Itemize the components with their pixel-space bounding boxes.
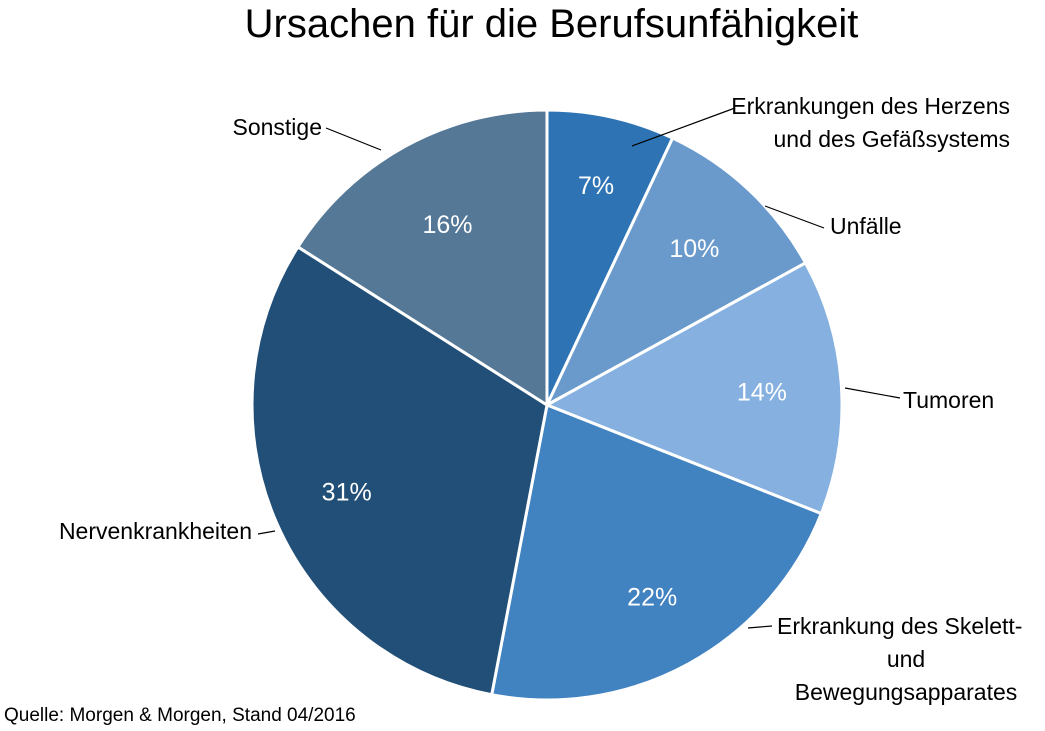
slice-category-label: Sonstige <box>232 114 322 140</box>
pie-slice-3 <box>543 260 844 516</box>
slice-category-label: Tumoren <box>903 387 994 413</box>
source-note: Quelle: Morgen & Morgen, Stand 04/2016 <box>4 705 356 726</box>
leader-line <box>257 530 276 535</box>
slice-category-label: Nervenkrankheiten <box>59 518 252 544</box>
slice-value-label: 22% <box>627 583 677 611</box>
leader-line <box>747 625 773 629</box>
slice-category-label: Unfälle <box>830 213 902 239</box>
chart-title: Ursachen für die Berufsunfähigkeit <box>244 2 859 46</box>
leader-line <box>631 107 736 147</box>
slice-value-label: 10% <box>669 235 719 263</box>
pie-slice-2 <box>543 136 808 409</box>
leader-line <box>325 127 382 151</box>
leader-line <box>844 387 901 399</box>
pie-slice-4 <box>489 402 824 702</box>
slice-category-label: Erkrankungen des Herzens und des Gefäßsys… <box>731 93 1010 152</box>
slice-value-label: 7% <box>578 172 614 200</box>
slice-value-label: 14% <box>737 379 787 407</box>
slice-value-label: 16% <box>422 211 472 239</box>
pie-slice-1 <box>545 108 675 406</box>
slice-value-label: 31% <box>322 479 372 507</box>
pie-slice-6 <box>295 108 549 408</box>
slice-category-label: Erkrankung des Skelett-und Bewegungsappar… <box>777 613 1022 705</box>
leader-line <box>764 205 825 229</box>
